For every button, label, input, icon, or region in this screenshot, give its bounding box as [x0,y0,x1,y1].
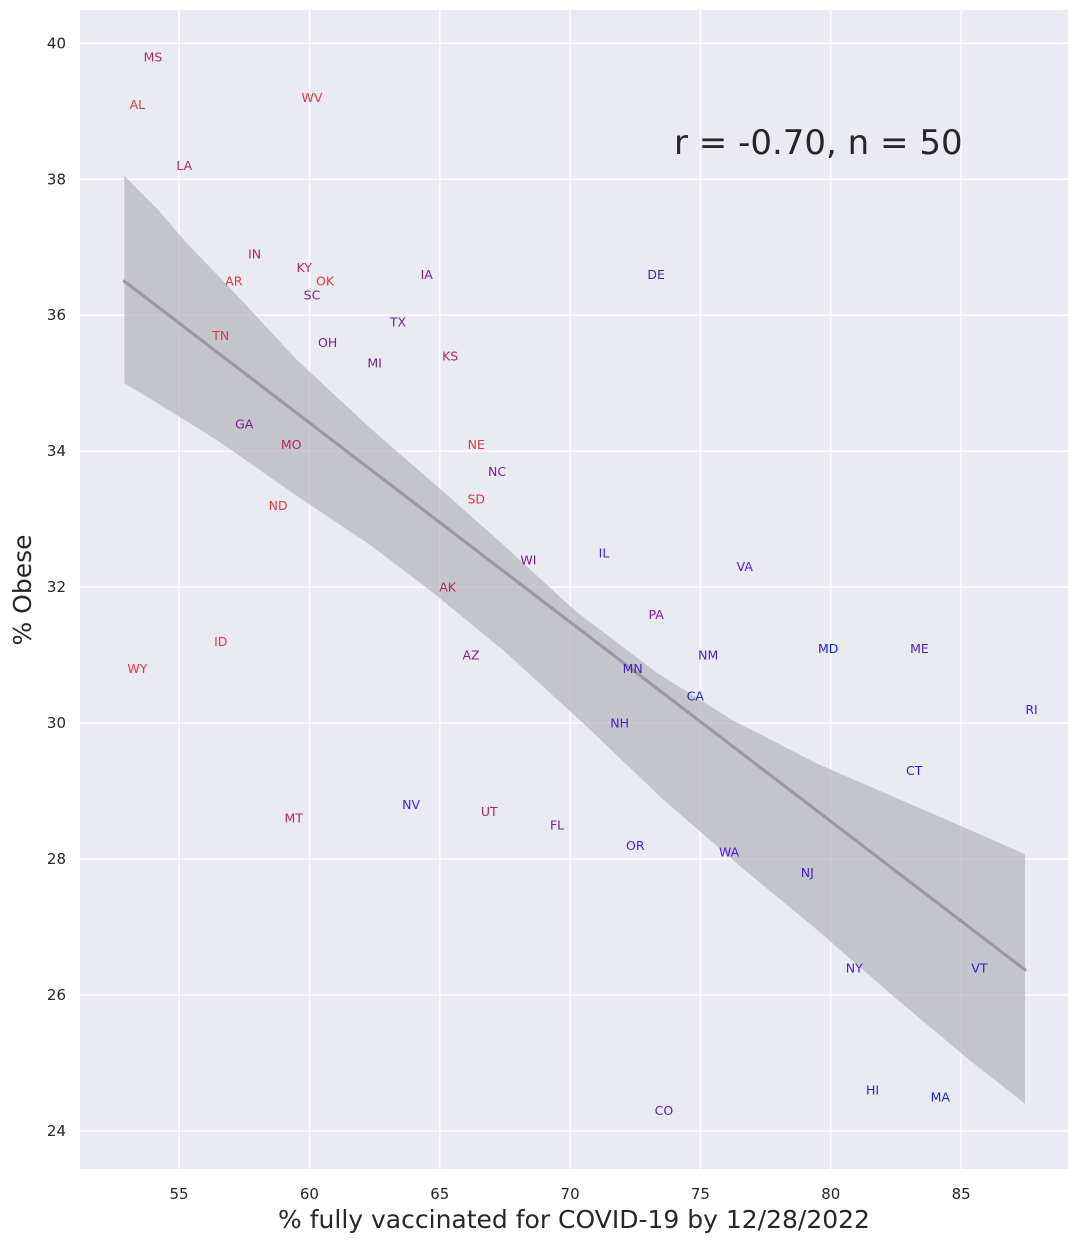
state-label-ak: AK [439,580,457,595]
state-label-oh: OH [318,335,337,350]
state-label-la: LA [176,158,192,173]
y-tick-label: 26 [47,986,66,1004]
state-label-wv: WV [302,90,323,105]
state-label-wi: WI [520,552,536,567]
state-label-ky: KY [296,260,312,275]
state-label-vt: VT [971,960,988,975]
y-tick-label: 38 [47,170,66,188]
state-label-mo: MO [281,437,302,452]
state-label-tx: TX [389,315,407,330]
y-axis-label: % Obese [8,534,37,645]
state-label-nh: NH [610,716,629,731]
state-label-me: ME [910,641,929,656]
state-label-nm: NM [698,648,718,663]
state-label-ar: AR [225,274,243,289]
state-label-co: CO [655,1103,674,1118]
state-label-va: VA [737,559,754,574]
x-tick-label: 70 [561,1185,580,1203]
state-label-ma: MA [931,1089,951,1104]
state-label-ut: UT [481,804,498,819]
y-tick-label: 34 [47,442,66,460]
state-label-nd: ND [269,498,288,513]
state-label-nj: NJ [801,865,814,880]
y-tick-label: 40 [47,34,66,52]
state-label-nc: NC [488,464,506,479]
state-label-az: AZ [462,648,479,663]
x-tick-label: 85 [952,1185,971,1203]
state-label-ny: NY [846,960,863,975]
state-label-ri: RI [1025,702,1037,717]
x-tick-label: 55 [170,1185,189,1203]
x-tick-label: 75 [691,1185,710,1203]
state-label-fl: FL [550,818,564,833]
y-tick-label: 28 [47,850,66,868]
state-label-pa: PA [648,607,664,622]
state-label-in: IN [248,247,261,262]
y-tick-labels: 24 26 28 30 32 34 36 38 40 [47,34,66,1140]
state-label-sd: SD [467,491,485,506]
state-label-ct: CT [906,763,923,778]
state-label-ks: KS [442,349,458,364]
state-label-ok: OK [316,274,335,289]
state-label-or: OR [626,838,645,853]
state-label-hi: HI [866,1083,879,1098]
state-label-al: AL [130,97,146,112]
correlation-annotation: r = -0.70, n = 50 [674,123,963,163]
state-label-wy: WY [127,661,147,676]
state-label-ne: NE [468,437,485,452]
state-label-de: DE [647,267,665,282]
state-label-tn: TN [211,328,229,343]
x-tick-label: 80 [821,1185,840,1203]
x-axis-label: % fully vaccinated for COVID-19 by 12/28… [278,1205,870,1234]
y-tick-label: 32 [47,578,66,596]
x-tick-label: 60 [300,1185,319,1203]
state-label-nv: NV [402,797,420,812]
state-label-md: MD [818,641,838,656]
regression-line [122,279,1027,972]
y-tick-label: 36 [47,306,66,324]
regression-line-group [122,279,1027,972]
state-label-ia: IA [421,267,434,282]
y-tick-label: 24 [47,1122,66,1140]
state-label-mn: MN [623,661,643,676]
state-label-sc: SC [304,287,321,302]
state-label-wa: WA [719,845,740,860]
x-tick-label: 65 [430,1185,449,1203]
confidence-band [124,175,1026,1104]
state-label-id: ID [214,634,227,649]
state-label-mi: MI [367,355,381,370]
state-label-ca: CA [687,688,705,703]
y-tick-label: 30 [47,714,66,732]
x-tick-labels: 55 60 65 70 75 80 85 [170,1185,971,1203]
state-label-mt: MT [285,811,304,826]
state-label-ga: GA [235,416,254,431]
state-label-il: IL [599,546,610,561]
state-label-ms: MS [144,49,163,64]
confidence-band-area [124,175,1026,1104]
